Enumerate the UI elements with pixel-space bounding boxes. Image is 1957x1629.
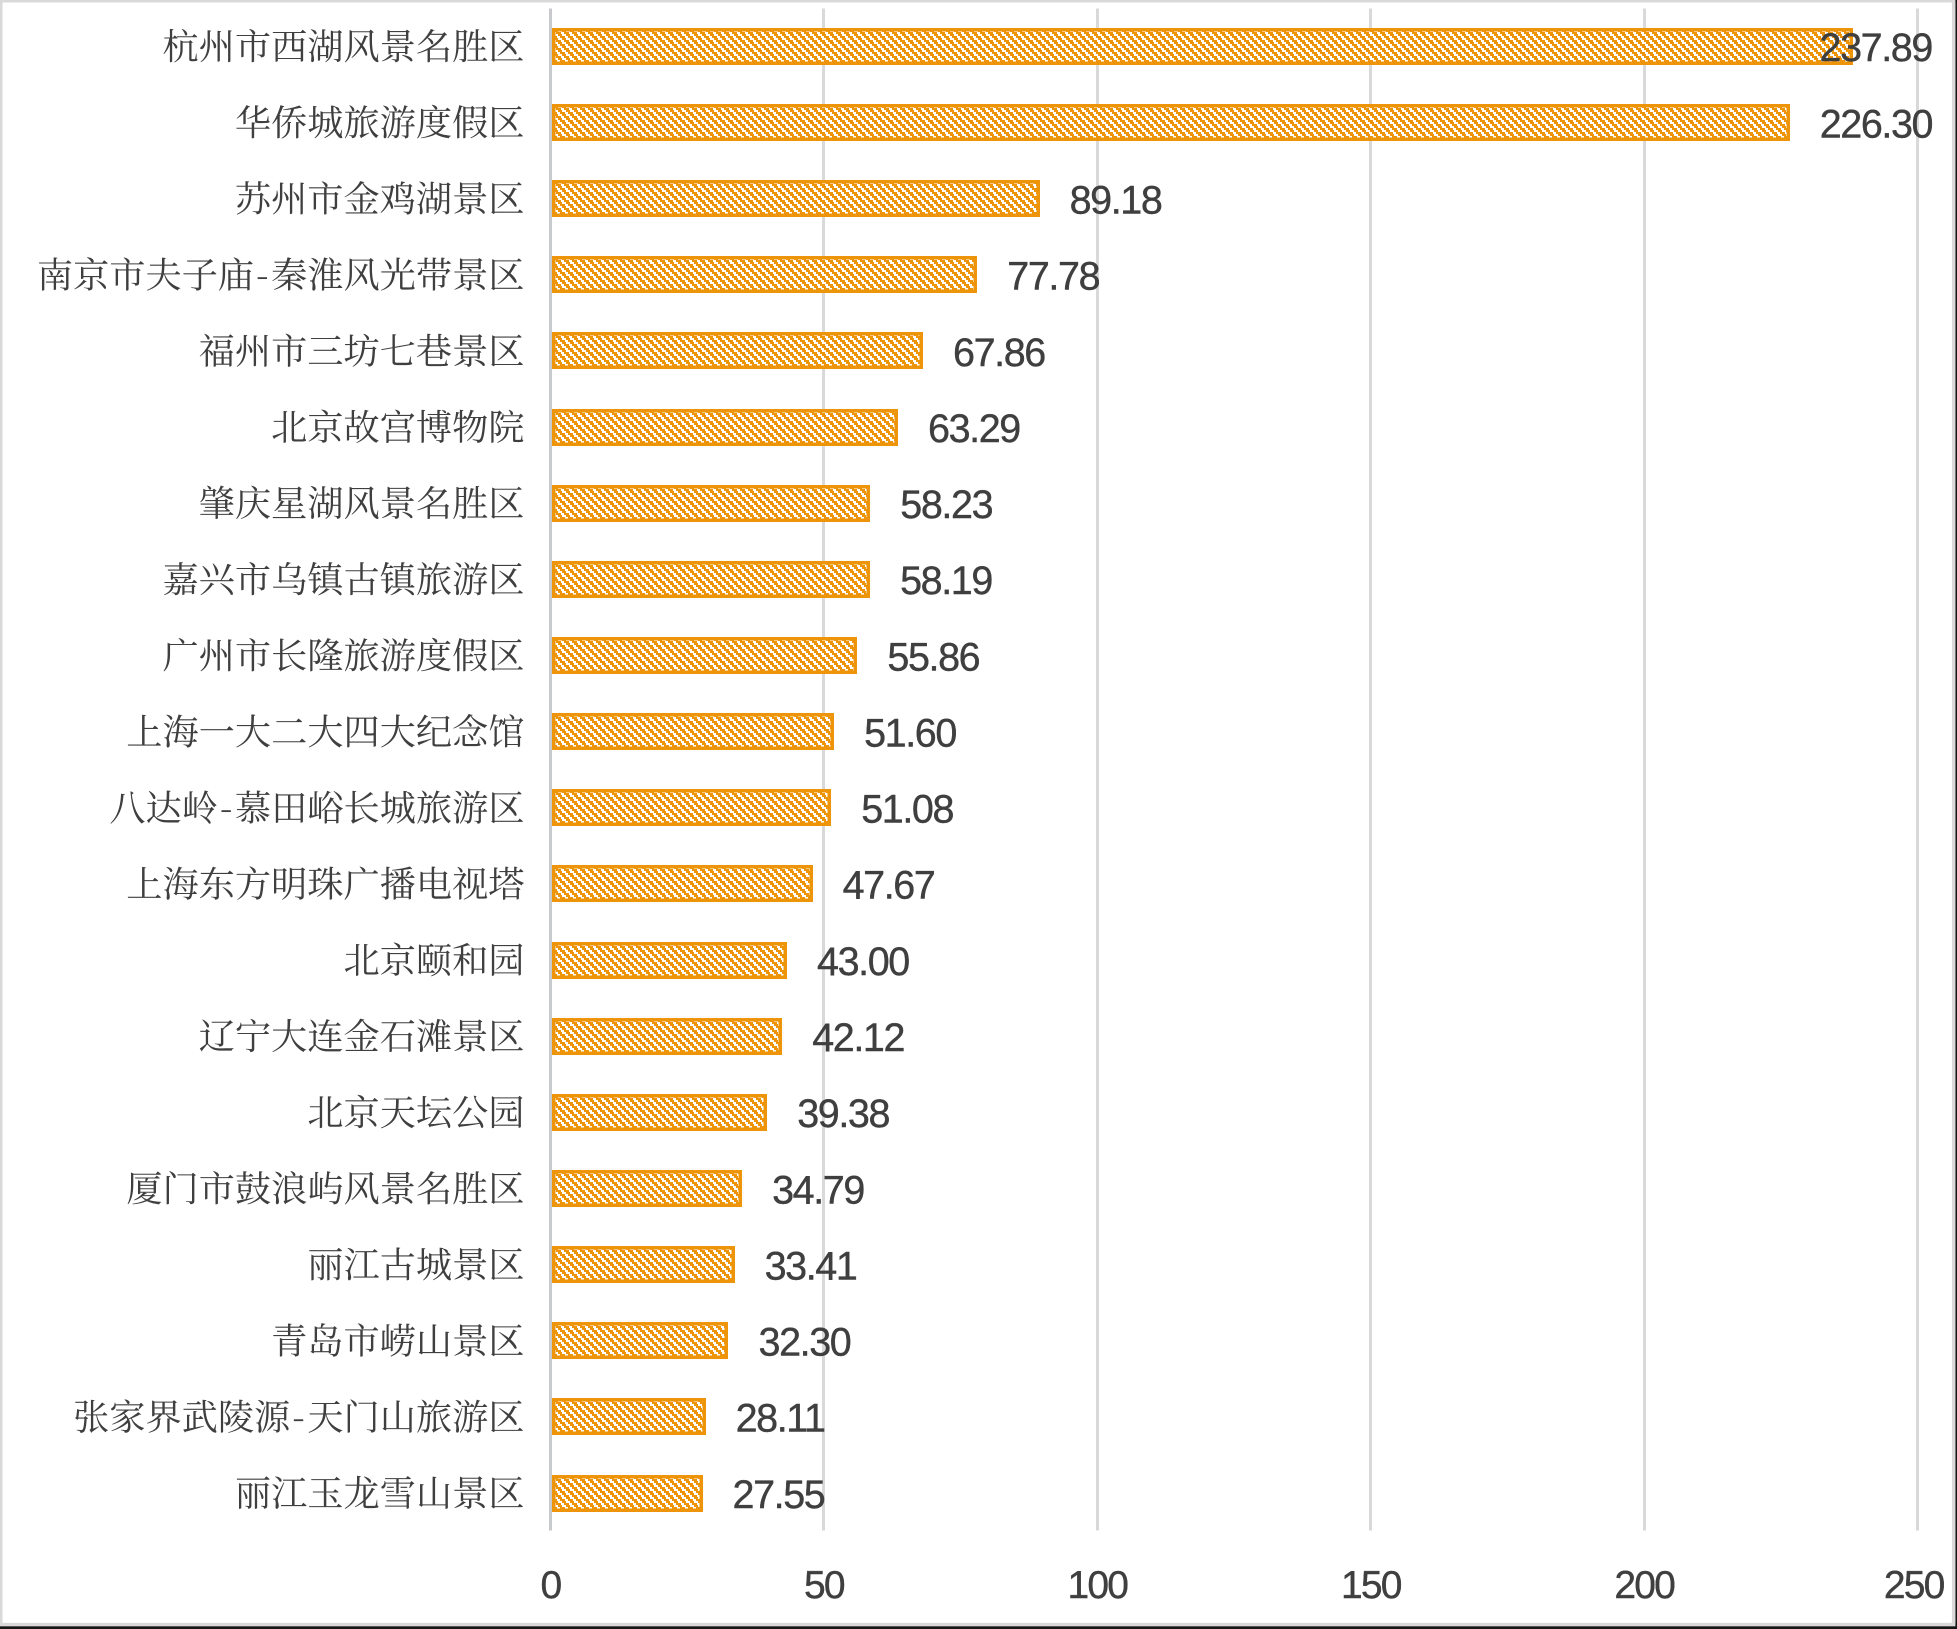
svg-text:89.18: 89.18 bbox=[1070, 179, 1162, 223]
svg-text:77.78: 77.78 bbox=[1007, 255, 1099, 299]
svg-text:50: 50 bbox=[804, 1564, 845, 1607]
svg-text:200: 200 bbox=[1614, 1564, 1675, 1607]
svg-text:55.86: 55.86 bbox=[887, 635, 979, 679]
svg-text:150: 150 bbox=[1341, 1564, 1402, 1607]
svg-text:58.23: 58.23 bbox=[900, 483, 992, 527]
svg-text:226.30: 226.30 bbox=[1820, 102, 1933, 146]
svg-text:58.19: 58.19 bbox=[900, 559, 992, 603]
svg-text:67.86: 67.86 bbox=[953, 331, 1045, 375]
svg-text:33.41: 33.41 bbox=[765, 1244, 857, 1288]
svg-text:34.79: 34.79 bbox=[772, 1168, 864, 1212]
svg-text:43.00: 43.00 bbox=[817, 940, 909, 984]
svg-text:27.55: 27.55 bbox=[733, 1473, 825, 1517]
svg-text:51.08: 51.08 bbox=[861, 788, 953, 832]
svg-text:47.67: 47.67 bbox=[843, 864, 935, 908]
svg-text:63.29: 63.29 bbox=[928, 407, 1020, 451]
svg-text:0: 0 bbox=[540, 1564, 561, 1607]
svg-text:28.11: 28.11 bbox=[736, 1397, 825, 1441]
svg-text:250: 250 bbox=[1884, 1564, 1945, 1607]
svg-text:51.60: 51.60 bbox=[864, 712, 956, 756]
svg-text:237.89: 237.89 bbox=[1820, 26, 1933, 70]
svg-text:100: 100 bbox=[1067, 1564, 1128, 1607]
svg-text:32.30: 32.30 bbox=[759, 1321, 851, 1365]
svg-text:39.38: 39.38 bbox=[797, 1092, 889, 1136]
svg-text:42.12: 42.12 bbox=[812, 1016, 904, 1060]
